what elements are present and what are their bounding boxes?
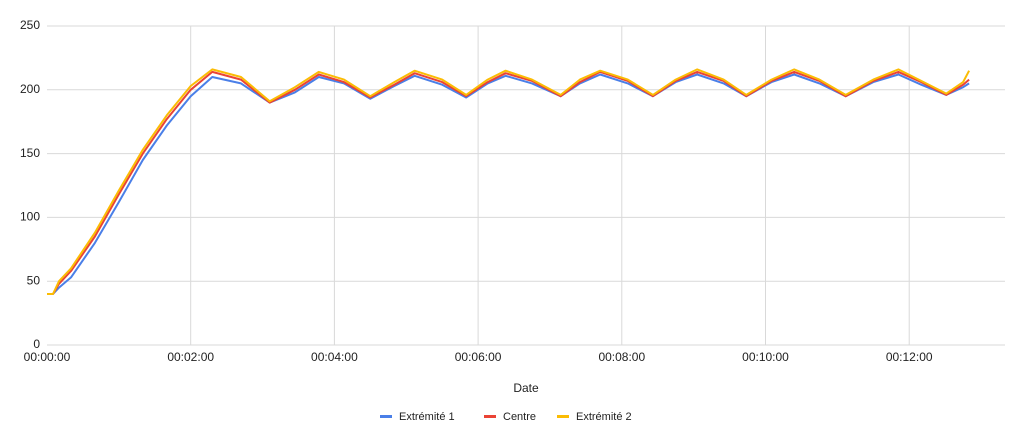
x-tick-label: 00:10:00 [742,350,789,364]
y-tick-label: 50 [27,273,41,287]
x-axis-title: Date [513,381,539,395]
legend-label: Centre [503,411,536,423]
series-line [47,68,970,295]
series-line [47,70,970,295]
x-tick-label: 00:06:00 [455,350,502,364]
x-tick-label: 00:12:00 [886,350,933,364]
y-tick-label: 0 [33,337,40,351]
x-tick-label: 00:00:00 [24,350,71,364]
series-line [47,73,970,295]
legend-swatch [557,415,569,418]
legend-label: Extrémité 1 [399,411,455,423]
y-tick-label: 100 [20,210,40,224]
x-tick-label: 00:08:00 [598,350,645,364]
y-tick-label: 150 [20,146,40,160]
x-tick-label: 00:02:00 [167,350,214,364]
y-tick-label: 200 [20,82,40,96]
x-tick-label: 00:04:00 [311,350,358,364]
legend-swatch [484,415,496,418]
legend-label: Extrémité 2 [576,411,632,423]
legend-swatch [380,415,392,418]
y-tick-label: 250 [20,18,40,32]
